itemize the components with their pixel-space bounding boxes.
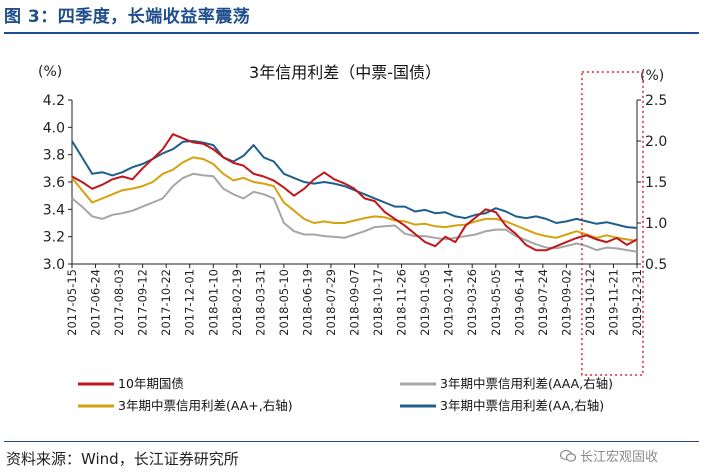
right-tick-label: 1.5 (645, 175, 667, 191)
right-tick-label: 2.0 (645, 134, 667, 150)
bottom-divider (4, 441, 699, 442)
series-line-1 (71, 172, 638, 253)
series-layer (71, 133, 638, 253)
left-tick-label: 3.4 (43, 202, 65, 218)
right-tick-label: 1.0 (645, 216, 667, 232)
left-tick-label: 3.6 (43, 175, 65, 191)
axes (71, 100, 638, 265)
right-tick-label: 0.5 (645, 257, 667, 273)
legend: 10年期国债 3年期中票信用利差(AAA,右轴) 3年期中票信用利差(AA+,右轴)… (78, 376, 613, 413)
x-tick-label: 2018-11-26 (395, 269, 409, 336)
left-tick-label: 3.8 (43, 148, 65, 164)
x-tick-label: 2017-06-24 (89, 269, 103, 336)
x-tick-label: 2019-05-05 (489, 269, 503, 336)
x-tick-label: 2018-05-10 (277, 269, 291, 336)
right-axis-unit: (%) (640, 68, 664, 84)
x-tick-label: 2019-10-12 (583, 269, 597, 336)
x-tick-label: 2017-10-22 (159, 269, 173, 336)
series-line-0 (71, 133, 638, 252)
left-tick-label: 3.0 (43, 257, 65, 273)
x-tick-label: 2019-07-24 (536, 269, 550, 336)
x-tick-label: 2018-03-31 (253, 269, 267, 336)
x-tick-label: 2019-02-14 (442, 269, 456, 336)
wechat-icon (560, 449, 576, 462)
x-tick-label: 2018-06-19 (300, 269, 314, 336)
legend-label-0: 10年期国债 (118, 376, 184, 391)
x-tick-label: 2019-09-02 (559, 269, 573, 336)
highlight-box (581, 71, 644, 376)
title-divider (4, 32, 699, 34)
legend-label-2: 3年期中票信用利差(AA+,右轴) (118, 398, 293, 413)
figure-title: 图 3：四季度，长端收益率震荡 (4, 7, 251, 27)
x-tick-label: 2018-10-17 (371, 269, 385, 336)
x-tick-label: 2018-02-19 (230, 269, 244, 336)
x-tick-label: 2018-07-29 (324, 269, 338, 336)
x-tick-label: 2017-09-12 (136, 269, 150, 336)
x-tick-label: 2018-01-10 (206, 269, 220, 336)
left-tick-label: 4.2 (43, 93, 65, 109)
x-tick-label: 2019-01-05 (418, 269, 432, 336)
x-tick-label: 2017-08-03 (112, 269, 126, 336)
watermark: 长江宏观固收 (560, 446, 658, 465)
x-tick-label: 2017-12-01 (183, 269, 197, 336)
left-tick-label: 4.0 (43, 120, 65, 136)
x-tick-label: 2017-05-15 (65, 269, 79, 336)
legend-label-1: 3年期中票信用利差(AAA,右轴) (440, 376, 613, 391)
highlight-rect (581, 71, 644, 376)
legend-label-3: 3年期中票信用利差(AA,右轴) (440, 398, 604, 413)
series-line-3 (71, 140, 638, 229)
x-axis-labels: 2017-05-15 2017-06-24 2017-08-03 2017-09-12… (65, 264, 644, 336)
source-note: 资料来源：Wind，长江证券研究所 (6, 450, 239, 468)
chart-title: 3年信用利差（中票-国债） (249, 63, 441, 82)
credit-spread-chart: 3年信用利差（中票-国债） (%) (%) 3.0 3.2 3.4 3.6 3.8 4.0… (38, 63, 668, 413)
left-tick-label: 3.2 (43, 230, 65, 246)
watermark-text: 长江宏观固收 (580, 450, 659, 465)
axis-ticks: 3.0 3.2 3.4 3.6 3.8 4.0 4.2 0.5 1.0 1.5 2.0 2.5 (43, 93, 668, 273)
x-tick-label: 2018-09-07 (348, 269, 362, 336)
x-tick-label: 2019-06-14 (512, 269, 526, 336)
x-tick-label: 2019-12-31 (630, 269, 644, 336)
x-tick-label: 2019-11-21 (606, 269, 620, 336)
right-tick-label: 2.5 (645, 93, 667, 109)
series-line-2 (71, 156, 638, 242)
left-axis-unit: (%) (38, 64, 62, 80)
x-tick-label: 2019-03-26 (465, 269, 479, 336)
